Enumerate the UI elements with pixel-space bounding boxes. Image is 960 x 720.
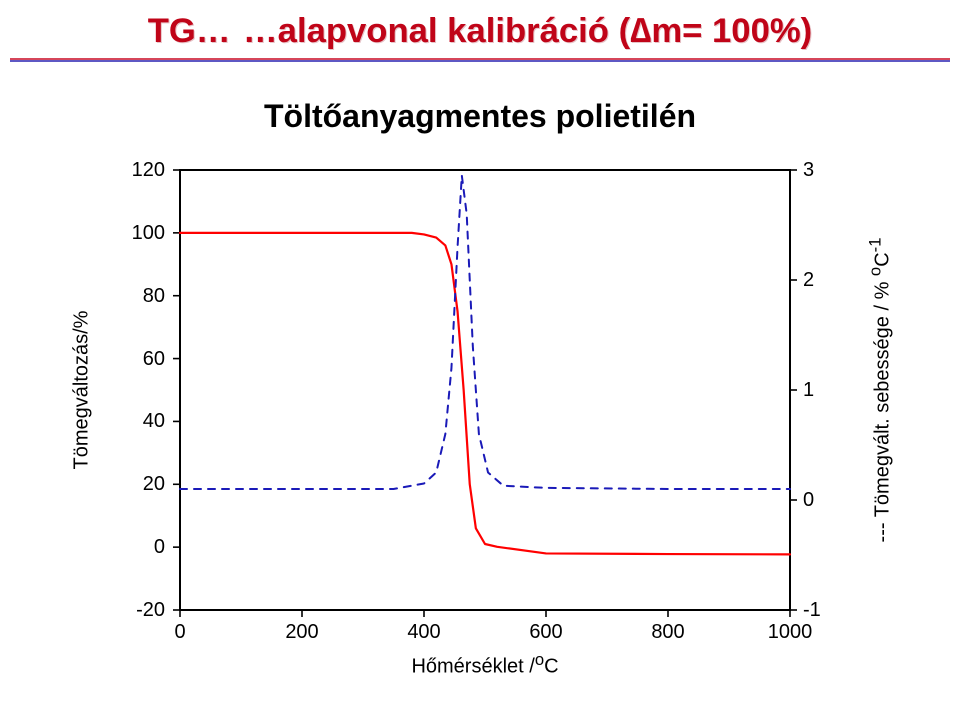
tick-label: 1000 — [768, 622, 813, 642]
title-right: …alapvonal kalibráció (∆m= 100%) — [243, 12, 812, 50]
tick-label: 20 — [60, 474, 165, 494]
title-row: TG… …alapvonal kalibráció (∆m= 100%) — [0, 12, 960, 51]
tick-label: -1 — [803, 600, 821, 620]
axis-label-sup: o — [535, 650, 544, 669]
tick-label: 1 — [803, 380, 814, 400]
y-left-axis-label: Tömegváltozás/% — [71, 311, 94, 470]
axis-label-sup: -1 — [866, 238, 885, 253]
title-left: TG… — [148, 12, 231, 50]
axis-label-text: Hőmérséklet / — [411, 656, 534, 678]
chart-subtitle: Töltőanyagmentes polietilén — [0, 98, 960, 135]
tick-label: -20 — [60, 600, 165, 620]
chart-svg — [60, 150, 910, 690]
y-right-axis-label: --- Tömegvált. sebessége / % oC-1 — [866, 238, 895, 543]
axis-label-text: --- Tömegvált. sebessége / % — [871, 276, 893, 542]
tick-label: 0 — [174, 622, 185, 642]
chart: 02004006008001000-20020406080100120-1012… — [60, 150, 910, 690]
divider — [10, 58, 950, 62]
tick-label: 800 — [651, 622, 684, 642]
tick-label: 120 — [60, 160, 165, 180]
axis-label-text: C — [871, 252, 893, 266]
tick-label: 3 — [803, 160, 814, 180]
slide: TG… …alapvonal kalibráció (∆m= 100%) Töl… — [0, 0, 960, 720]
tick-label: 80 — [60, 286, 165, 306]
tick-label: 600 — [529, 622, 562, 642]
tick-label: 0 — [803, 490, 814, 510]
tick-label: 400 — [407, 622, 440, 642]
axis-label-sup: o — [866, 267, 885, 276]
tick-label: 100 — [60, 223, 165, 243]
tick-label: 200 — [285, 622, 318, 642]
axis-label-text: C — [544, 656, 558, 678]
tick-label: 2 — [803, 270, 814, 290]
tick-label: 0 — [60, 537, 165, 557]
x-axis-label: Hőmérséklet /oC — [411, 650, 558, 679]
